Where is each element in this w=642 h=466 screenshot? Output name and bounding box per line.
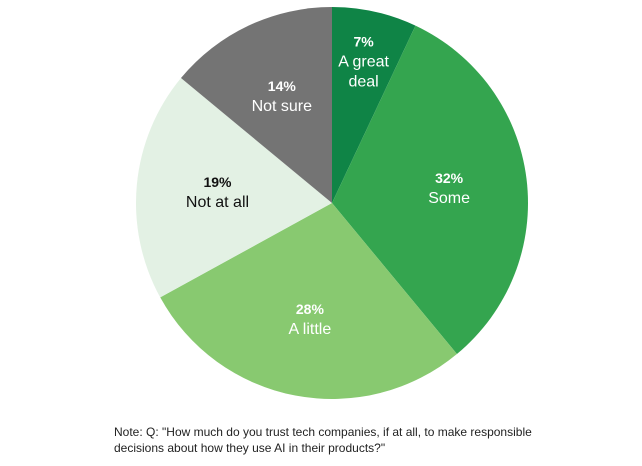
slice-percent-label-4: 14% — [268, 78, 297, 94]
pie-slice-1 — [332, 25, 529, 355]
slice-percent-label-0: 7% — [353, 34, 374, 50]
slice-category-label-0-line-1: deal — [348, 74, 378, 91]
slice-category-label-1: Some — [428, 190, 470, 207]
pie-slice-2 — [160, 203, 457, 400]
slice-category-label-0-line-0: A great — [338, 54, 389, 71]
pie-slice-0 — [332, 6, 416, 203]
pie-slice-3 — [135, 78, 332, 298]
slice-percent-label-1: 32% — [435, 170, 464, 186]
slice-percent-label-2: 28% — [296, 301, 325, 317]
slice-category-label-4: Not sure — [252, 98, 313, 115]
slice-percent-label-3: 19% — [203, 174, 232, 190]
pie-slice-4 — [180, 6, 332, 204]
slice-category-label-3: Not at all — [186, 194, 249, 211]
pie-chart: 7% A great deal 32% Some 28% A little 19% Not at… — [135, 6, 529, 400]
note-line-1: Note: Q: "How much do you trust tech com… — [114, 425, 532, 439]
question-note: Note: Q: "How much do you trust tech com… — [114, 424, 584, 456]
note-line-2: decisions about how they use AI in their… — [114, 441, 386, 455]
slice-category-label-2: A little — [289, 321, 332, 338]
